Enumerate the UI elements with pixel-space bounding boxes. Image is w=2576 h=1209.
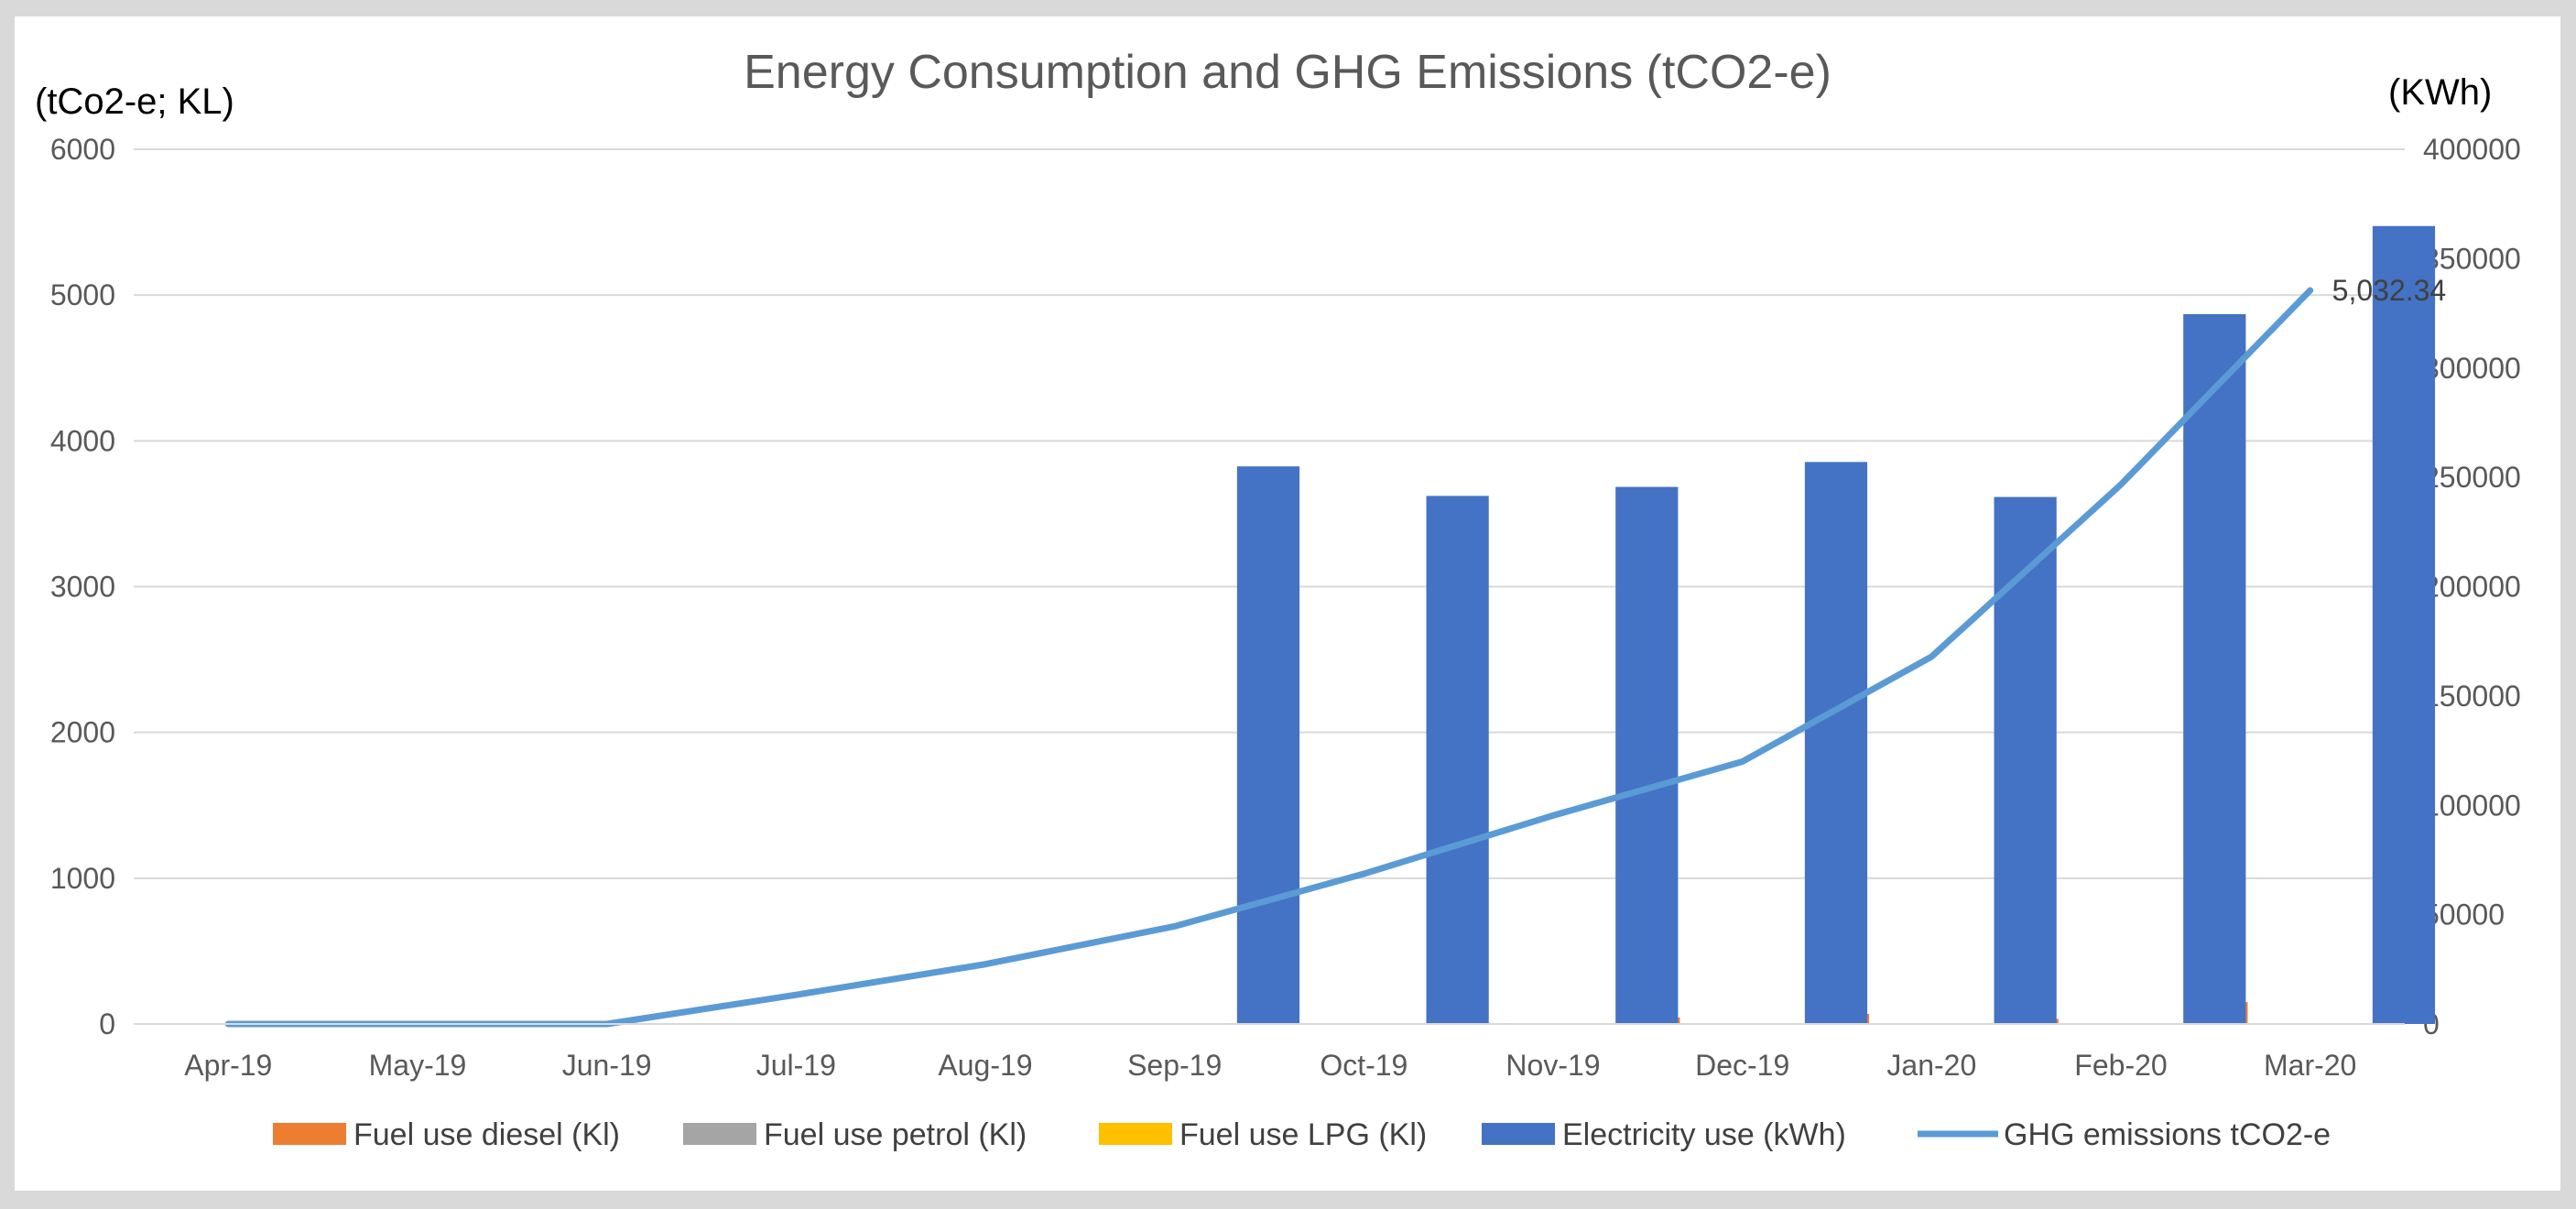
ghg-emissions-point: [1742, 761, 1744, 762]
x-tick-label: Jan-20: [1886, 1049, 1976, 1082]
x-tick-label: Oct-19: [1320, 1049, 1408, 1082]
bar-electricity-use-kwh: [1994, 496, 2057, 1024]
left-tick-label: 3000: [50, 571, 115, 604]
bar-electricity-use-kwh: [1804, 462, 1868, 1025]
left-axis-unit-label: (tCo2-e; KL): [35, 82, 234, 122]
legend-label: Fuel use LPG (Kl): [1179, 1117, 1427, 1152]
x-tick-label: Feb-20: [2074, 1049, 2167, 1082]
right-axis-ticks: 0500001000001500002000002500003000003500…: [2423, 133, 2521, 1040]
chart-title: Energy Consumption and GHG Emissions (tC…: [744, 46, 1831, 99]
legend-swatch: [683, 1123, 756, 1145]
right-tick-label: 200000: [2423, 571, 2521, 604]
x-tick-label: Jul-19: [756, 1049, 836, 1082]
right-tick-label: 400000: [2423, 133, 2521, 166]
right-tick-label: 300000: [2423, 352, 2521, 385]
right-tick-label: 150000: [2423, 680, 2521, 713]
bar-electricity-use-kwh: [2183, 314, 2246, 1025]
left-tick-label: 1000: [50, 862, 115, 895]
right-tick-label: 350000: [2423, 242, 2521, 275]
x-tick-label: Aug-19: [938, 1049, 1032, 1082]
x-axis-ticks: Apr-19 May-19 Jun-19 Jul-19 Aug-19 Sep-19 Oct-…: [134, 1023, 2405, 1082]
right-axis-unit-label: (KWh): [2388, 72, 2492, 113]
right-tick-label: 100000: [2423, 789, 2521, 822]
left-tick-label: 5000: [50, 278, 115, 311]
legend-label: Electricity use (kWh): [1562, 1117, 1846, 1152]
x-tick-label: Dec-19: [1695, 1049, 1789, 1082]
legend-label: Fuel use petrol (Kl): [764, 1117, 1027, 1152]
ghg-emissions-point: [795, 994, 797, 996]
bars: [1236, 225, 2436, 1025]
chart-frame: Energy Consumption and GHG Emissions (tC…: [15, 16, 2560, 1191]
chart: Energy Consumption and GHG Emissions (tC…: [35, 46, 2521, 1152]
legend-swatch: [1482, 1123, 1555, 1145]
emissions-line: 5,032.34: [224, 274, 2447, 1028]
right-tick-label: 250000: [2423, 461, 2521, 494]
ghg-emissions-point: [1174, 925, 1176, 927]
left-tick-label: 6000: [50, 133, 115, 166]
x-tick-label: May-19: [369, 1049, 467, 1082]
x-tick-label: Sep-19: [1127, 1049, 1222, 1082]
left-tick-label: 2000: [50, 716, 115, 749]
bar-electricity-use-kwh: [1426, 496, 1489, 1024]
legend-label: GHG emissions tCO2-e: [2004, 1117, 2331, 1152]
left-axis-ticks: 0 1000 2000 3000 4000 5000 6000: [50, 133, 115, 1040]
data-label: 5,032.34: [2332, 274, 2447, 307]
legend-label: Fuel use diesel (Kl): [353, 1117, 620, 1152]
legend-swatch: [273, 1123, 346, 1145]
x-tick-label: Nov-19: [1505, 1049, 1600, 1082]
legend: Fuel use diesel (Kl) Fuel use petrol (Kl)…: [273, 1117, 2331, 1152]
legend-swatch: [1099, 1123, 1172, 1145]
bar-electricity-use-kwh: [2372, 225, 2436, 1024]
left-tick-label: 4000: [50, 424, 115, 457]
bar-electricity-use-kwh: [1236, 466, 1300, 1024]
left-tick-label: 0: [99, 1008, 115, 1040]
bar-electricity-use-kwh: [1615, 486, 1679, 1024]
ghg-emissions-point: [1552, 814, 1554, 816]
right-tick-label: 50000: [2423, 899, 2505, 931]
x-tick-label: Jun-19: [562, 1049, 652, 1082]
ghg-emissions-point: [1930, 656, 1932, 658]
x-tick-label: Apr-19: [184, 1049, 272, 1082]
x-tick-label: Mar-20: [2264, 1049, 2356, 1082]
